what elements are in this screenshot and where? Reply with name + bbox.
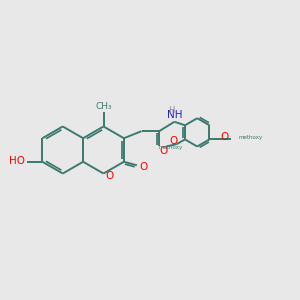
Text: O: O — [139, 161, 147, 172]
Text: H: H — [168, 106, 175, 115]
Text: O: O — [106, 171, 114, 181]
Text: NH: NH — [167, 110, 182, 120]
Text: O: O — [160, 146, 168, 156]
Text: O: O — [220, 132, 229, 142]
Text: O: O — [169, 136, 178, 146]
Text: methoxy: methoxy — [238, 135, 262, 140]
Text: HO: HO — [9, 155, 25, 166]
Text: CH₃: CH₃ — [95, 102, 112, 111]
Text: methoxy: methoxy — [159, 145, 183, 150]
